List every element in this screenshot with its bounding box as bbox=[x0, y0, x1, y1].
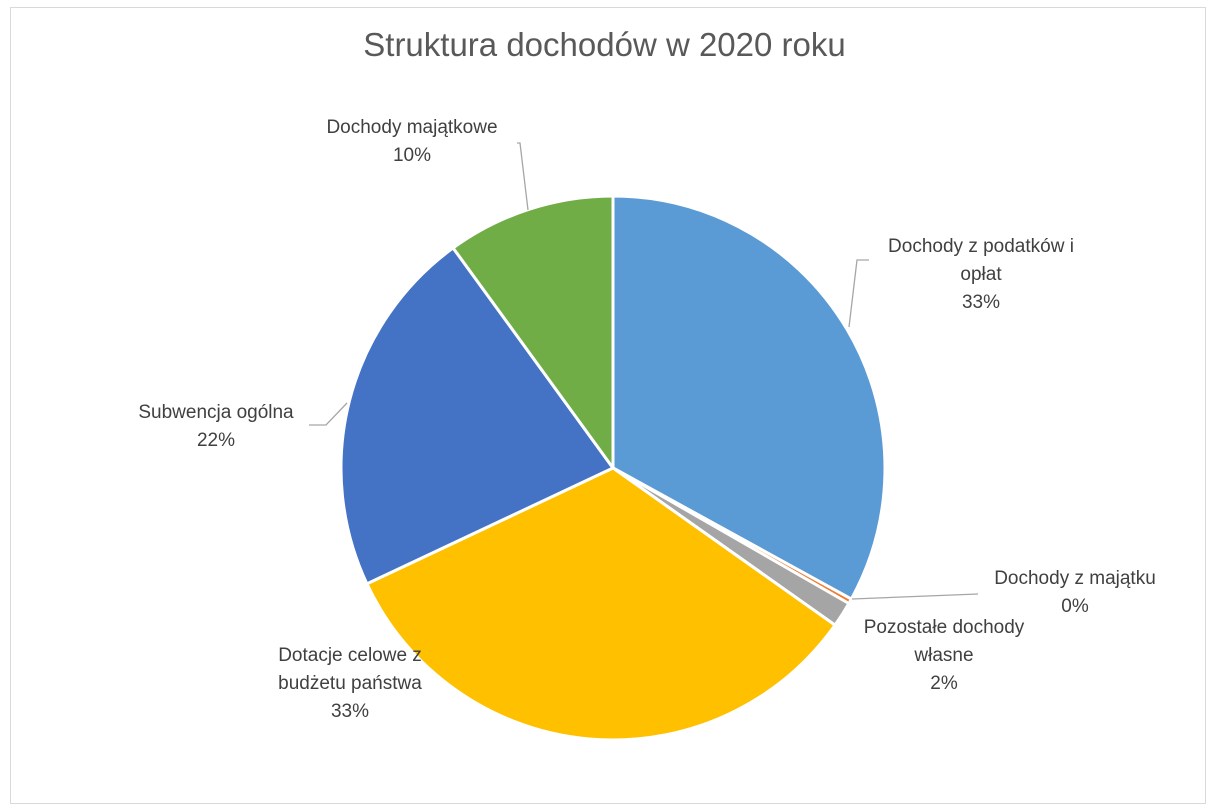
chart-title: Struktura dochodów w 2020 roku bbox=[363, 26, 846, 63]
pie-slice-0 bbox=[611, 194, 887, 601]
slice-percent-3: 33% bbox=[331, 701, 369, 722]
pie-slice-5 bbox=[451, 194, 615, 470]
slice-label-0: Dochody z podatków i opłat 33% bbox=[888, 236, 1074, 313]
slice-percent-5: 10% bbox=[393, 145, 431, 166]
slice-label-line-0-0: Dochody z podatków i bbox=[888, 236, 1074, 257]
slice-label-line-2-0: Pozostałe dochody bbox=[864, 617, 1025, 638]
slice-percent-0: 33% bbox=[962, 292, 1000, 313]
slice-label-1: Dochody z majątku 0% bbox=[994, 568, 1156, 617]
slice-label-5: Dochody majątkowe 10% bbox=[326, 117, 497, 166]
leader-line-5 bbox=[517, 142, 529, 211]
pie-slice-4 bbox=[339, 246, 615, 586]
slice-percent-2: 2% bbox=[930, 673, 958, 694]
slice-label-4: Subwencja ogólna 22% bbox=[138, 402, 294, 451]
slice-label-line-3-0: Dotacje celowe z bbox=[278, 645, 422, 666]
leader-line-4 bbox=[309, 402, 348, 426]
slice-percent-1: 0% bbox=[1061, 596, 1089, 617]
slice-label-line-1-0: Dochody z majątku bbox=[994, 568, 1156, 589]
slice-label-line-5-0: Dochody majątkowe bbox=[326, 117, 497, 138]
leader-line-0 bbox=[848, 259, 869, 328]
slice-label-line-4-0: Subwencja ogólna bbox=[138, 402, 294, 423]
leader-line-1 bbox=[851, 593, 979, 600]
pie-slice-3 bbox=[365, 466, 837, 742]
slice-label-line-0-1: opłat bbox=[960, 264, 1002, 285]
slice-percent-4: 22% bbox=[197, 430, 235, 451]
slice-label-line-3-1: budżetu państwa bbox=[278, 673, 422, 694]
slice-label-line-2-1: własne bbox=[913, 645, 973, 666]
slice-label-2: Pozostałe dochody własne 2% bbox=[864, 617, 1025, 694]
slice-label-3: Dotacje celowe z budżetu państwa 33% bbox=[278, 645, 422, 722]
